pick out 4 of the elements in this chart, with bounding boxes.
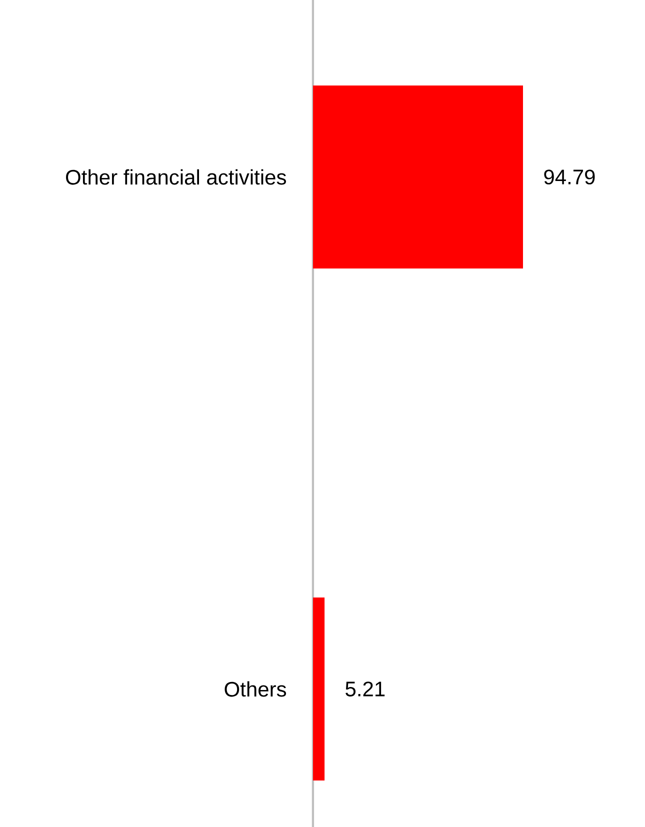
y-tick-label: Other financial activities xyxy=(66,169,286,185)
data-label: 5.21 xyxy=(346,682,385,696)
data-label: 94.79 xyxy=(544,170,595,184)
y-tick-label: Others xyxy=(224,681,286,697)
